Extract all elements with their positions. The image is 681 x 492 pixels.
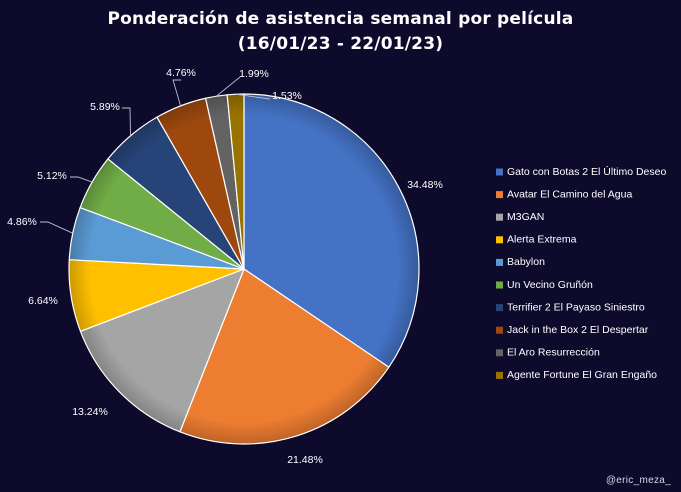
pie-slice-2 [179, 268, 390, 445]
pie-slice-1 [243, 93, 420, 368]
legend-swatch-8 [496, 326, 503, 334]
leader-line-5 [40, 221, 73, 234]
data-label-10: 1.53% [272, 90, 302, 102]
leader-line-7 [122, 107, 131, 136]
legend-swatch-2 [496, 191, 503, 199]
leader-line-9 [216, 76, 241, 97]
legend-label-1: Gato con Botas 2 El Último Deseo [507, 165, 666, 178]
chart-title-line-1: Ponderación de asistencia semanal por pe… [107, 9, 574, 29]
data-label-8: 4.76% [166, 67, 196, 79]
legend-swatch-1 [496, 168, 503, 176]
legend-label-10: Agente Fortune El Gran Engaño [507, 369, 657, 381]
legend-swatch-4 [496, 236, 503, 244]
watermark: @eric_meza_ [605, 475, 671, 486]
legend-label-3: M3GAN [507, 211, 544, 223]
legend-swatch-7 [496, 304, 503, 312]
data-label-7: 5.89% [90, 101, 120, 113]
legend-label-6: Un Vecino Gruñón [507, 279, 593, 291]
legend-label-2: Avatar El Camino del Agua [507, 188, 632, 200]
legend-label-5: Babylon [507, 256, 545, 268]
leader-line-10 [235, 93, 271, 100]
data-label-4: 6.64% [28, 295, 58, 307]
data-label-9: 1.99% [239, 68, 269, 80]
legend-swatch-10 [496, 371, 503, 379]
pie-slice-3 [79, 268, 245, 433]
legend-label-9: El Aro Resurrección [507, 347, 600, 359]
legend-label-4: Alerta Extrema [507, 234, 577, 246]
data-label-3: 13.24% [72, 406, 108, 418]
legend-swatch-9 [496, 349, 503, 357]
data-label-1: 34.48% [407, 179, 443, 191]
leader-line-6 [70, 176, 93, 183]
data-label-2: 21.48% [287, 454, 323, 466]
legend-swatch-6 [496, 281, 503, 289]
data-label-5: 4.86% [7, 216, 37, 228]
chart-title-line-2: (16/01/23 - 22/01/23) [237, 34, 444, 54]
legend-swatch-5 [496, 258, 503, 266]
legend-label-7: Terrifier 2 El Payaso Siniestro [507, 301, 645, 313]
legend-swatch-3 [496, 213, 503, 221]
data-label-6: 5.12% [37, 170, 67, 182]
legend-label-8: Jack in the Box 2 El Despertar [507, 324, 649, 336]
pie-slice-10 [226, 93, 245, 270]
leader-line-8 [172, 79, 182, 107]
